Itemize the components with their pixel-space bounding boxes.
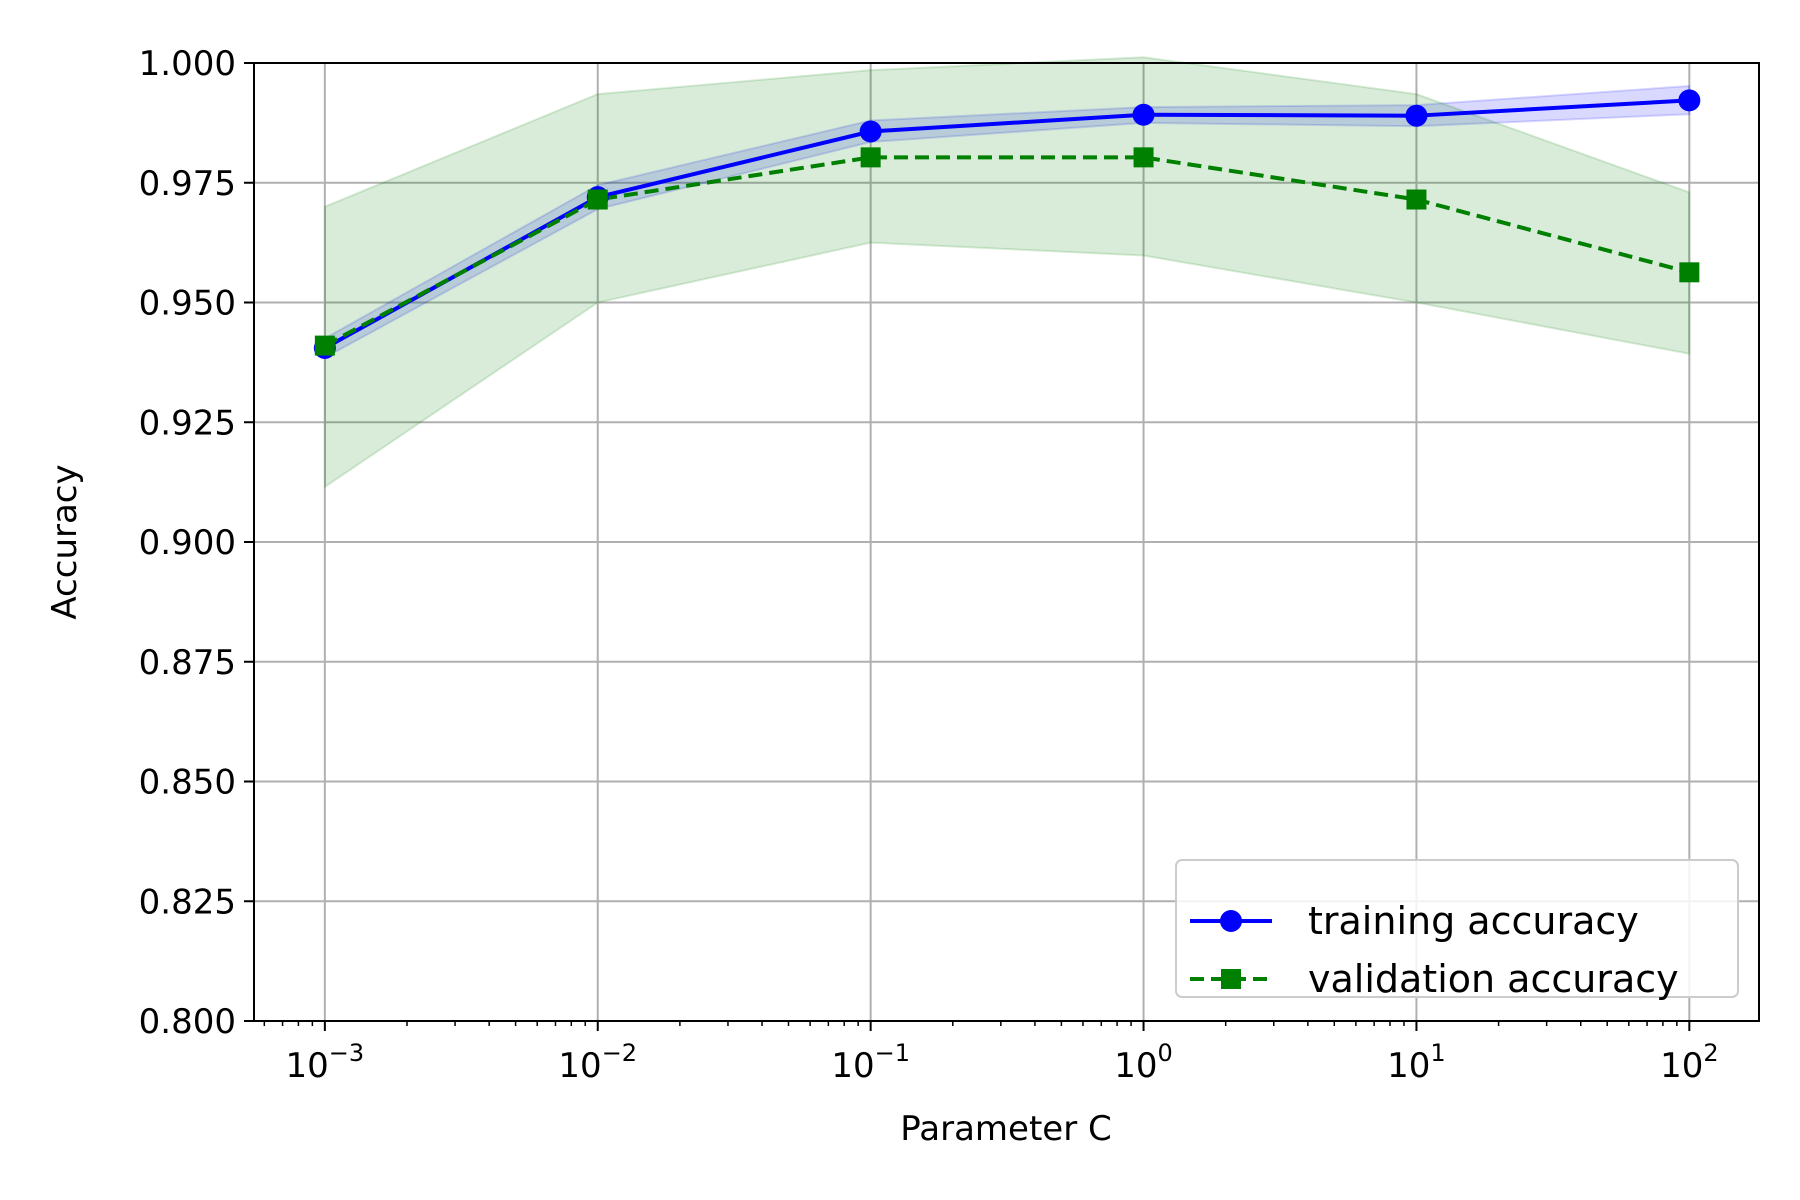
series-markers xyxy=(313,89,1701,360)
series-line-validation xyxy=(323,155,1690,348)
legend-swatch-marker xyxy=(1220,910,1242,932)
y-tick-label: 1.000 xyxy=(139,44,236,84)
data-point-validation xyxy=(1406,189,1427,210)
x-tick-label: 100 xyxy=(1114,1039,1173,1086)
confidence-band-validation xyxy=(323,56,1691,489)
x-axis-label: Parameter C xyxy=(900,1109,1111,1149)
legend-box xyxy=(1175,859,1739,998)
y-tick-label: 0.800 xyxy=(139,1002,236,1042)
data-point-validation xyxy=(1679,262,1700,283)
x-tick-label: 10−3 xyxy=(286,1039,365,1086)
y-tick-label: 0.950 xyxy=(139,284,236,324)
x-tick-label: 101 xyxy=(1387,1039,1446,1086)
legend-label: training accuracy xyxy=(1308,899,1639,943)
y-tick-label: 0.875 xyxy=(139,643,236,683)
data-point-validation xyxy=(587,189,608,210)
y-tick-label: 0.850 xyxy=(139,763,236,803)
series-lines xyxy=(323,98,1690,350)
x-tick-label: 10−1 xyxy=(831,1039,910,1086)
y-tick-label: 0.900 xyxy=(139,523,236,563)
y-axis-label: Accuracy xyxy=(45,464,85,619)
y-tick-label: 0.925 xyxy=(139,403,236,443)
data-point-validation xyxy=(314,335,335,356)
data-point-training xyxy=(1405,104,1428,127)
x-tick-label: 102 xyxy=(1660,1039,1719,1086)
data-point-validation xyxy=(1133,147,1154,168)
legend: training accuracy validation accuracy xyxy=(1175,859,1739,1001)
data-point-training xyxy=(859,120,882,143)
legend-label: validation accuracy xyxy=(1308,957,1679,1001)
y-tick-label: 0.825 xyxy=(139,882,236,922)
data-point-validation xyxy=(860,147,881,168)
data-point-training xyxy=(1132,103,1155,126)
data-point-training xyxy=(1678,89,1701,112)
axis-ticks: 0.800 0.825 0.850 0.875 0.900 0.925 0.950 0.975… xyxy=(139,44,1719,1086)
x-tick-label: 10−2 xyxy=(558,1039,637,1086)
y-tick-label: 0.975 xyxy=(139,164,236,204)
legend-swatch-marker xyxy=(1221,969,1241,989)
